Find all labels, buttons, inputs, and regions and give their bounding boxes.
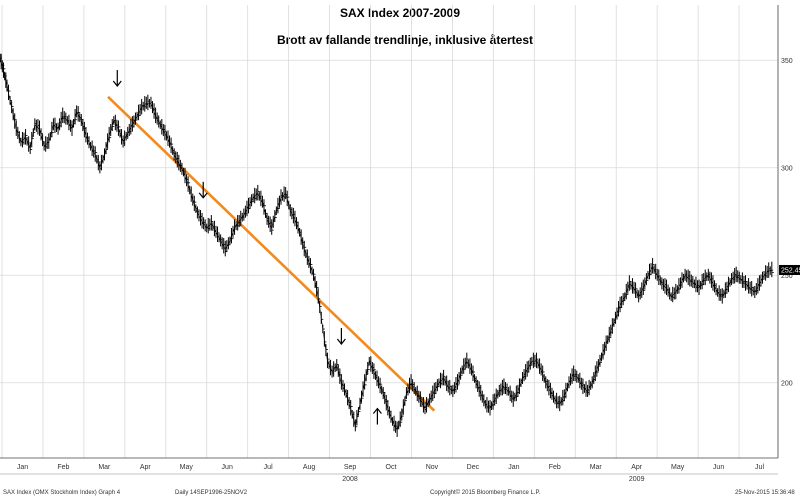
chart-subtitle: Brott av fallande trendlinje, inklusive … [277, 33, 533, 47]
grid [0, 5, 778, 458]
x-year-label: 2008 [342, 476, 358, 483]
x-tick-label: Sep [344, 464, 357, 471]
x-tick-label: Jul [755, 464, 764, 471]
x-tick-label: Dec [467, 464, 480, 471]
x-tick-label: Aug [303, 464, 316, 471]
x-tick-label: Apr [140, 464, 152, 471]
x-tick-label: May [671, 464, 685, 471]
arrow-down-icon [336, 328, 346, 346]
x-tick-label: Jul [264, 464, 273, 471]
footer-middle: Daily 14SEP1996-25NOV2 [175, 490, 248, 496]
arrow-up-icon [372, 407, 382, 425]
trendline-layer [107, 95, 436, 412]
x-tick-label: Jun [713, 464, 724, 471]
x-tick-label: Nov [426, 464, 439, 471]
y-tick-label: 350 [781, 58, 793, 65]
footer: SAX Index (OMX Stockholm Index) Graph 4 … [3, 489, 795, 496]
y-tick-label: 300 [781, 165, 793, 172]
x-tick-label: May [180, 464, 194, 471]
footer-copyright: Copyright© 2015 Bloomberg Finance L.P. [430, 489, 541, 496]
trendline [107, 95, 436, 412]
price-line [0, 58, 774, 431]
x-tick-label: Feb [57, 464, 69, 471]
annotation-arrows [112, 70, 382, 425]
axes: Jan Feb Mar Apr May Jun Jul Aug Sep Oct Nov Dec Jan F… [0, 5, 800, 483]
x-tick-label: Oct [386, 464, 397, 471]
last-value-label: 252.45 [781, 267, 800, 274]
x-tick-label: Apr [631, 464, 643, 471]
x-tick-label: Jan [17, 464, 28, 471]
footer-left: SAX Index (OMX Stockholm Index) Graph 4 [3, 490, 121, 496]
y-tick-label: 250 [781, 273, 793, 280]
x-tick-label: Feb [549, 464, 561, 471]
chart-title: SAX Index 2007-2009 [340, 6, 460, 20]
footer-right: 25-Nov-2015 15:36:48 [735, 490, 795, 496]
x-year-label: 2009 [629, 476, 645, 483]
arrow-down-icon [198, 181, 208, 199]
x-tick-label: Mar [590, 464, 603, 471]
y-tick-label: 200 [781, 380, 793, 387]
x-tick-label: Jun [222, 464, 233, 471]
x-tick-label: Jan [508, 464, 519, 471]
price-series [0, 53, 774, 437]
last-value-tag: 252.45 [779, 264, 800, 275]
x-tick-label: Mar [98, 464, 111, 471]
arrow-down-icon [112, 70, 122, 88]
